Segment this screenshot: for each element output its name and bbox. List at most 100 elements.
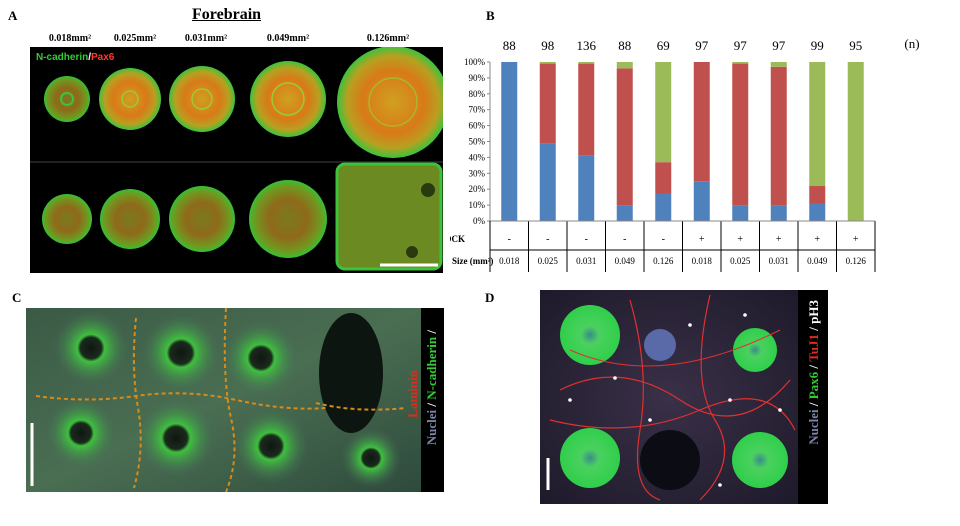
rosette-3 (223, 320, 299, 396)
y-tick-label: 30% (469, 168, 486, 178)
rock-cell: + (853, 234, 859, 245)
y-tick-label: 60% (469, 121, 486, 131)
panel-d-micrograph (540, 290, 828, 504)
legend-sep-2: / (424, 330, 439, 334)
aggregate-bottom-5 (335, 162, 443, 271)
panel-c-letter: C (12, 290, 22, 305)
y-tick-label: 80% (469, 89, 486, 99)
size-label-2: 0.025mm² (113, 33, 157, 44)
bar-segment-1 (539, 143, 556, 221)
size-cell: 0.031 (576, 256, 596, 266)
size-label-5: 0.126mm² (366, 33, 410, 44)
bar-segment-1 (501, 62, 518, 221)
legend-pax6: Pax6 (806, 371, 821, 400)
legend-sep-d1: / (806, 402, 821, 407)
size-cell: 0.025 (730, 256, 751, 266)
rosette-5 (136, 398, 216, 478)
rosette-6 (233, 408, 309, 484)
panel-c-legend-laminin: Laminin (405, 370, 421, 418)
n-count: 88 (618, 38, 631, 53)
size-cell: 0.025 (538, 256, 559, 266)
condition-table: - 0.018 - 0.025 - 0.031 - 0.049 - 0.126 +0.018 +0.0… (489, 220, 876, 272)
bar-segment-1 (809, 203, 826, 221)
pax6-rosette-1 (560, 305, 620, 365)
legend-sep-1: / (424, 402, 439, 407)
bar-segment-2 (539, 63, 556, 144)
size-label-1: 0.018mm² (48, 33, 92, 44)
bar-segment-2 (809, 186, 826, 204)
bar-segment-1 (616, 205, 633, 221)
y-tick-label: 20% (469, 184, 486, 194)
legend-sep-d2: / (806, 364, 821, 369)
bar-segment-3 (847, 62, 864, 221)
size-cell: 0.049 (807, 256, 828, 266)
rosette-1 (53, 310, 129, 386)
y-tick-label: 10% (469, 200, 486, 210)
aggregate-top-1 (44, 76, 90, 122)
rock-cell: - (662, 234, 665, 245)
n-count: 97 (734, 38, 748, 53)
bar-segment-3 (539, 62, 556, 64)
rock-cell: - (623, 234, 626, 245)
panel-b-chart: 0% 10% 20% 30% 40% 50% 60% 70% 80% 90% 100% 88 98 13… (450, 36, 920, 272)
stacked-bars (501, 62, 864, 221)
n-count: 136 (577, 38, 597, 53)
bar-segment-3 (809, 62, 826, 187)
size-cell: 0.126 (846, 256, 867, 266)
bar-segment-2 (578, 63, 595, 156)
rock-cell: - (585, 234, 588, 245)
bar-segment-1 (732, 205, 749, 221)
legend-tuj1: TuJ1 (806, 333, 821, 362)
bar-segment-3 (616, 62, 633, 69)
size-cell: 0.018 (692, 256, 713, 266)
rock-cell: - (546, 234, 549, 245)
pax6-rosette-4 (732, 432, 788, 488)
rock-cell: + (814, 234, 820, 245)
bar-segment-2 (693, 62, 710, 182)
bar-segment-3 (732, 62, 749, 64)
legend-sep-d3: / (806, 327, 821, 331)
aggregate-bottom-2 (100, 189, 160, 249)
panel-d-legend: Nuclei / Pax6 / TuJ1 / pH3 (806, 300, 822, 445)
bar-segment-1 (655, 193, 672, 221)
size-label-3: 0.031mm² (184, 33, 228, 44)
row-label-plus-rock: +ROCK (16, 195, 28, 235)
panel-b-letter: B (486, 8, 495, 23)
size-row-label: Size (mm²) (452, 256, 493, 266)
legend-nuclei-d: Nuclei (806, 409, 821, 445)
rock-cell: + (699, 234, 705, 245)
aggregate-top-4 (250, 61, 326, 137)
n-count: 69 (657, 38, 670, 53)
bar-segment-2 (770, 66, 787, 206)
n-count: 99 (811, 38, 824, 53)
panel-d-letter: D (485, 290, 495, 305)
rosette-7 (341, 428, 401, 488)
bar-segment-1 (693, 181, 710, 221)
rock-cell: + (776, 234, 782, 245)
rosette-2 (141, 313, 221, 393)
stain-pax6: Pax6 (91, 52, 115, 63)
n-count: 95 (849, 38, 862, 53)
size-cell: 0.018 (499, 256, 520, 266)
panel-a-title: Forebrain (192, 6, 262, 23)
size-cell: 0.049 (615, 256, 636, 266)
panel-c-legend: Nuclei / N-cadherin / (424, 330, 440, 445)
n-count: 88 (503, 38, 516, 53)
aggregate-bottom-3 (169, 186, 235, 252)
bar-segment-1 (578, 155, 595, 221)
rock-cell: - (508, 234, 511, 245)
legend-laminin: Laminin (405, 370, 420, 418)
aggregate-top-2 (99, 68, 161, 130)
bar-segment-3 (578, 62, 595, 64)
y-tick-label: 50% (469, 137, 486, 147)
rosette-4 (45, 397, 117, 469)
aggregate-bottom-1 (42, 194, 92, 244)
panel-c-micrograph (26, 308, 444, 492)
legend-nuclei: Nuclei (424, 409, 439, 446)
n-count: 97 (772, 38, 786, 53)
n-count-labels: 88 98 136 88 69 97 97 97 99 95 (503, 38, 863, 53)
pax6-rosette-3 (560, 428, 620, 488)
aggregate-top-3 (169, 66, 235, 132)
y-tick-label: 100% (464, 57, 486, 67)
panel-a-letter: A (8, 8, 18, 23)
